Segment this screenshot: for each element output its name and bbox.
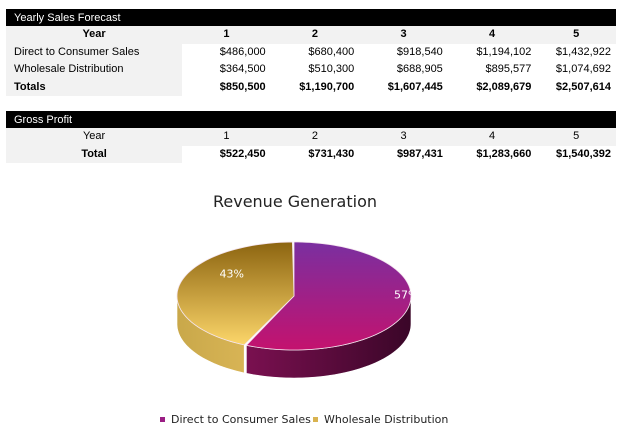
year-cell: 1 bbox=[223, 28, 230, 40]
header-row: Year 1 2 3 4 5 bbox=[6, 128, 616, 146]
legend-swatch bbox=[160, 417, 165, 422]
data-label: 43% bbox=[220, 268, 244, 281]
legend-item-wholesale: Wholesale Distribution bbox=[313, 413, 448, 426]
value-cell: $522,450 bbox=[219, 147, 266, 160]
value-cell: $1,194,102 bbox=[476, 45, 532, 58]
value-cell: $1,190,700 bbox=[299, 80, 355, 93]
value-cell: $1,074,692 bbox=[555, 63, 611, 75]
table-title: Gross Profit bbox=[6, 111, 616, 128]
row-label: Total bbox=[6, 145, 183, 163]
yearly-sales-table: Yearly Sales Forecast Year 1 2 3 4 5 Dir… bbox=[6, 9, 616, 96]
legend-label: Wholesale Distribution bbox=[324, 413, 449, 426]
year-cell: 3 bbox=[400, 130, 407, 142]
year-cell: 1 bbox=[223, 130, 230, 142]
value-cell: $486,000 bbox=[219, 45, 266, 58]
value-cell: $2,507,614 bbox=[555, 80, 611, 93]
header-label: Year bbox=[6, 128, 183, 146]
value-cell: $731,430 bbox=[308, 147, 355, 160]
year-cell: 5 bbox=[573, 130, 580, 142]
table-title: Yearly Sales Forecast bbox=[6, 9, 616, 26]
value-cell: $1,540,392 bbox=[555, 147, 612, 160]
header-row: Year 1 2 3 4 5 bbox=[6, 26, 616, 44]
year-cell: 4 bbox=[489, 28, 496, 40]
value-cell: $1,432,922 bbox=[555, 45, 611, 58]
value-cell: $987,431 bbox=[396, 147, 443, 160]
year-cell: 4 bbox=[489, 130, 496, 142]
value-cell: $1,607,445 bbox=[387, 80, 443, 93]
header-label: Year bbox=[6, 26, 183, 44]
year-cell: 2 bbox=[311, 130, 319, 142]
value-cell: $680,400 bbox=[308, 45, 355, 58]
value-cell: $895,577 bbox=[485, 63, 532, 75]
chart-title: Revenue Generation bbox=[212, 192, 378, 211]
data-label: 57% bbox=[394, 288, 418, 301]
row-label: Wholesale Distribution bbox=[6, 61, 183, 79]
value-cell: $510,300 bbox=[308, 63, 355, 75]
value-cell: $918,540 bbox=[396, 45, 443, 58]
value-cell: $1,283,660 bbox=[476, 147, 532, 160]
legend-item-direct: Direct to Consumer Sales bbox=[160, 413, 311, 426]
value-cell: $2,089,679 bbox=[476, 80, 532, 93]
year-cell: 5 bbox=[573, 28, 580, 40]
year-cell: 2 bbox=[311, 28, 319, 40]
legend-swatch bbox=[313, 417, 318, 422]
table-row: Wholesale Distribution $364,500 $510,300… bbox=[6, 61, 616, 79]
value-cell: $850,500 bbox=[219, 80, 266, 93]
row-label: Totals bbox=[6, 78, 183, 96]
value-cell: $364,500 bbox=[219, 63, 266, 75]
pie-slice-1 bbox=[176, 241, 295, 346]
gross-profit-table: Gross Profit Year 1 2 3 4 5 Total $522,4… bbox=[6, 111, 616, 163]
year-cell: 3 bbox=[400, 28, 407, 40]
row-label: Direct to Consumer Sales bbox=[6, 43, 183, 61]
value-cell: $688,905 bbox=[396, 63, 443, 75]
pie-slice-0 bbox=[245, 241, 412, 351]
legend-label: Direct to Consumer Sales bbox=[171, 413, 311, 426]
total-row: Total $522,450 $731,430 $987,431 $1,283,… bbox=[6, 145, 616, 163]
table-row: Direct to Consumer Sales $486,000 $680,4… bbox=[6, 43, 616, 61]
totals-row: Totals $850,500 $1,190,700 $1,607,445 $2… bbox=[6, 78, 616, 96]
